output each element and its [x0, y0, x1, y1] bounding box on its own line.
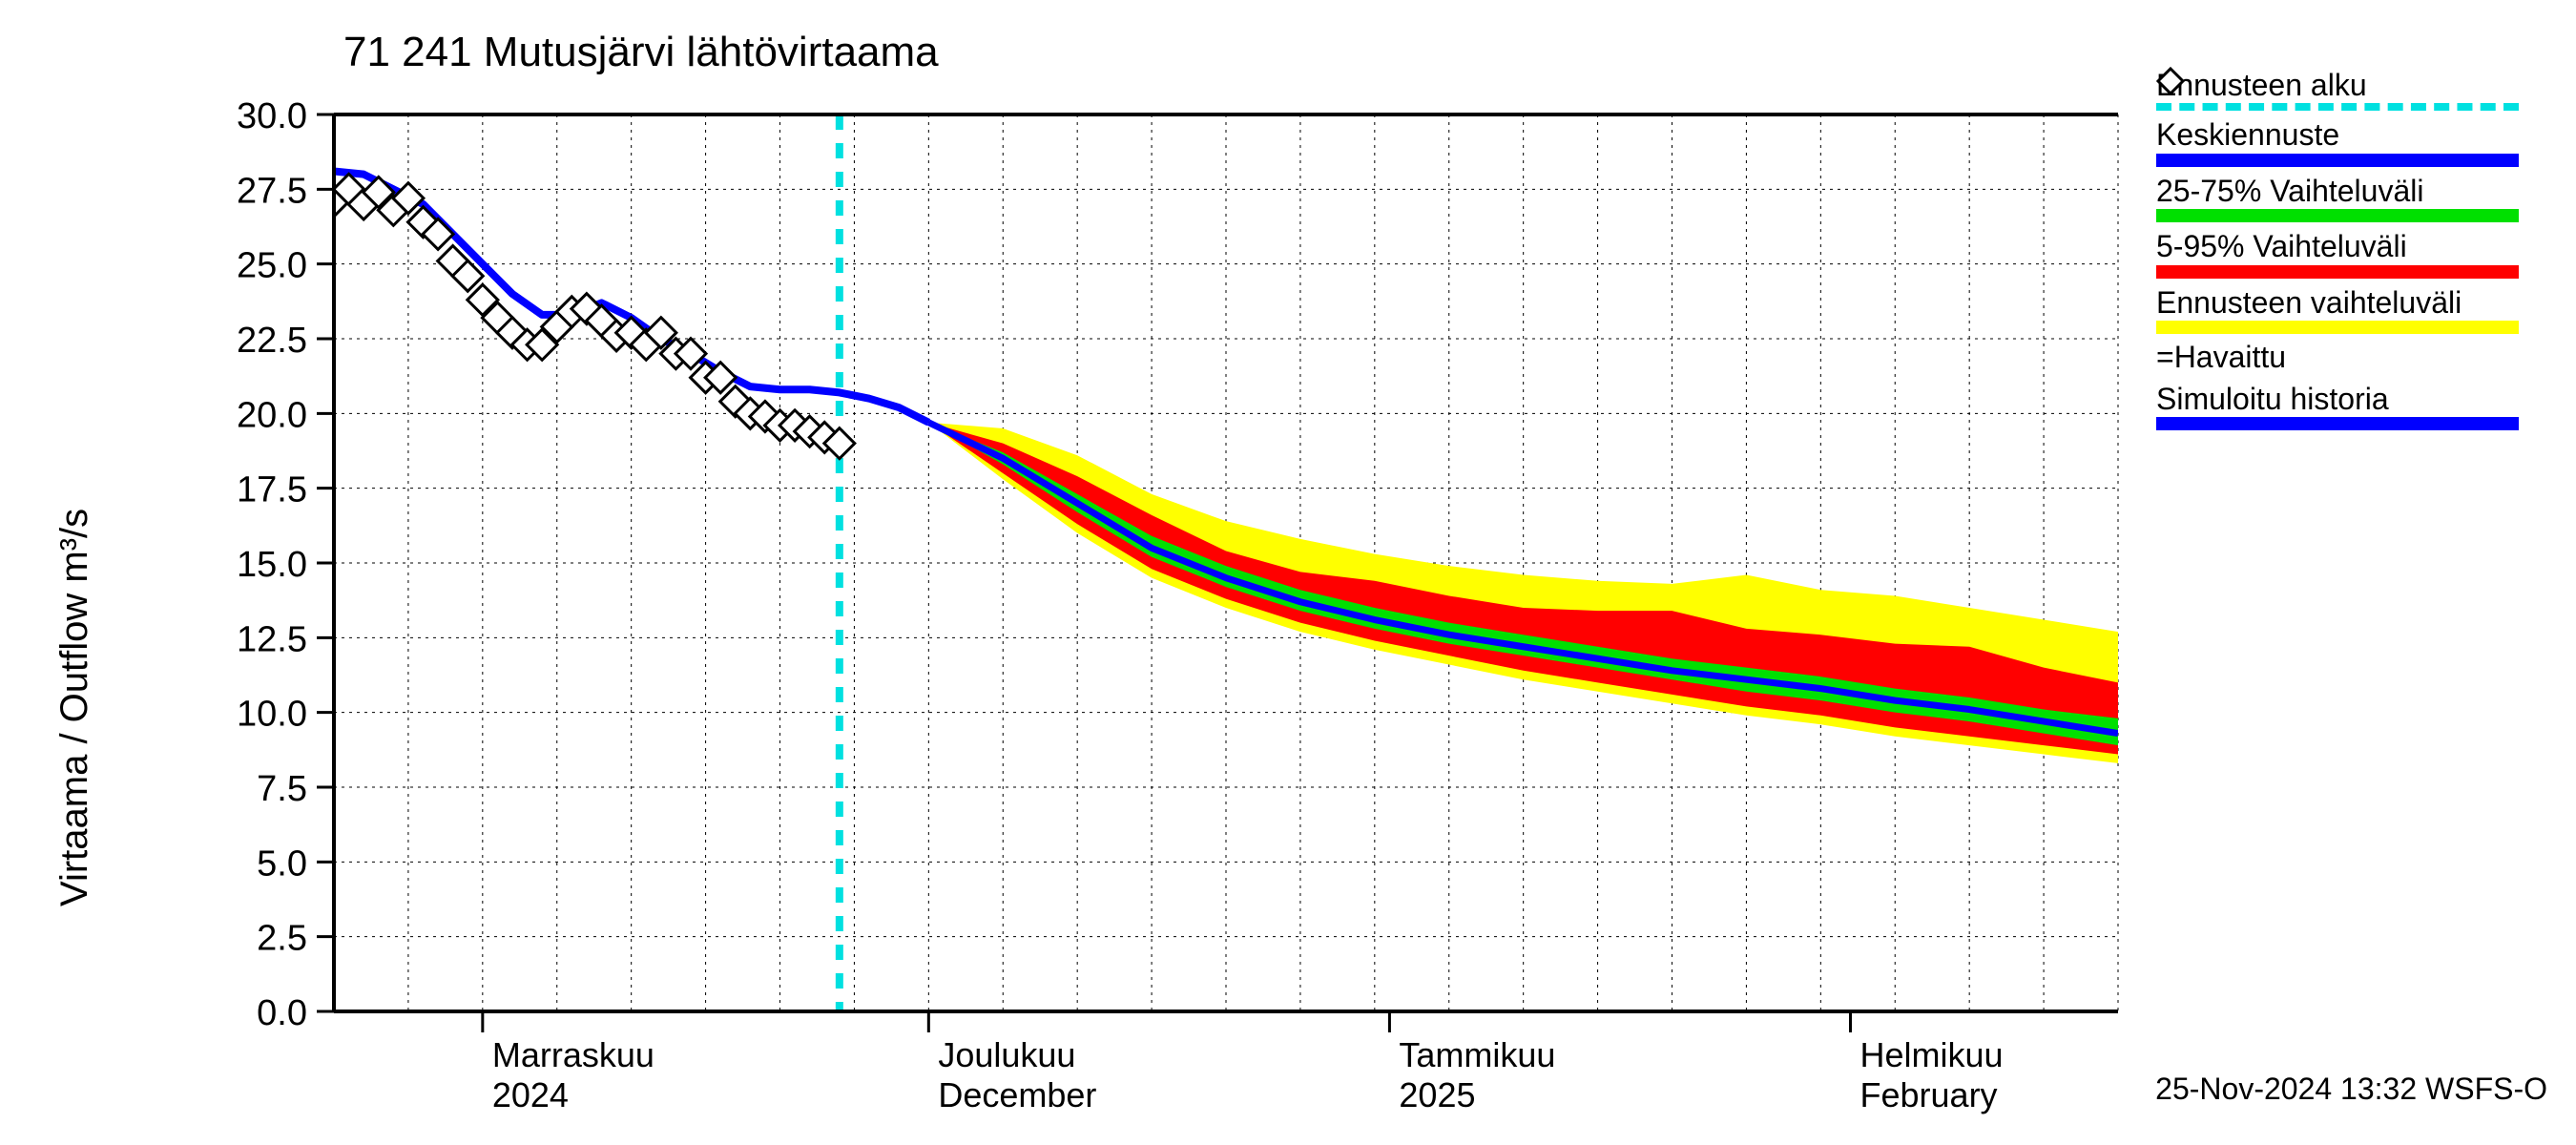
svg-text:10.0: 10.0 — [237, 695, 307, 735]
svg-text:December: December — [938, 1075, 1096, 1114]
svg-text:15.0: 15.0 — [237, 545, 307, 585]
flow-forecast-chart: 71 241 Mutusjärvi lähtövirtaama Virtaama… — [0, 0, 2576, 1145]
legend: Ennusteen alku Keskiennuste 25-75% Vaihtel… — [2156, 67, 2519, 436]
svg-text:22.5: 22.5 — [237, 321, 307, 361]
svg-text:Tammikuu: Tammikuu — [1399, 1035, 1555, 1074]
svg-text:7.5: 7.5 — [257, 769, 307, 809]
svg-text:27.5: 27.5 — [237, 171, 307, 211]
svg-text:Helmikuu: Helmikuu — [1860, 1035, 2004, 1074]
diamond-icon — [2156, 67, 2185, 95]
legend-swatch — [2156, 265, 2519, 279]
legend-swatch — [2156, 154, 2519, 167]
legend-item: 25-75% Vaihteluväli — [2156, 173, 2519, 222]
svg-text:5.0: 5.0 — [257, 843, 307, 884]
svg-text:2.5: 2.5 — [257, 919, 307, 959]
svg-text:February: February — [1860, 1075, 1998, 1114]
legend-item: =Havaittu — [2156, 340, 2519, 375]
legend-label: Keskiennuste — [2156, 116, 2519, 153]
svg-text:25.0: 25.0 — [237, 246, 307, 286]
svg-text:17.5: 17.5 — [237, 470, 307, 510]
legend-item: Keskiennuste — [2156, 116, 2519, 166]
svg-text:12.5: 12.5 — [237, 619, 307, 659]
legend-item: Ennusteen alku — [2156, 67, 2519, 111]
legend-item: 5-95% Vaihteluväli — [2156, 228, 2519, 278]
svg-text:30.0: 30.0 — [237, 96, 307, 136]
legend-label: Ennusteen alku — [2156, 67, 2519, 103]
svg-text:2024: 2024 — [492, 1075, 569, 1114]
timestamp-footer: 25-Nov-2024 13:32 WSFS-O — [2155, 1072, 2547, 1107]
legend-swatch — [2156, 417, 2519, 430]
legend-swatch — [2156, 103, 2519, 111]
svg-text:20.0: 20.0 — [237, 395, 307, 435]
legend-swatch — [2156, 321, 2519, 334]
svg-text:Marraskuu: Marraskuu — [492, 1035, 654, 1074]
legend-swatch — [2156, 209, 2519, 222]
svg-text:0.0: 0.0 — [257, 993, 307, 1033]
legend-label: 5-95% Vaihteluväli — [2156, 228, 2519, 264]
legend-label: Simuloitu historia — [2156, 381, 2519, 417]
svg-text:2025: 2025 — [1399, 1075, 1475, 1114]
svg-text:Joulukuu: Joulukuu — [938, 1035, 1075, 1074]
legend-label: 25-75% Vaihteluväli — [2156, 173, 2519, 209]
legend-item: Simuloitu historia — [2156, 381, 2519, 430]
legend-item: Ennusteen vaihteluväli — [2156, 284, 2519, 334]
legend-label: Ennusteen vaihteluväli — [2156, 284, 2519, 321]
